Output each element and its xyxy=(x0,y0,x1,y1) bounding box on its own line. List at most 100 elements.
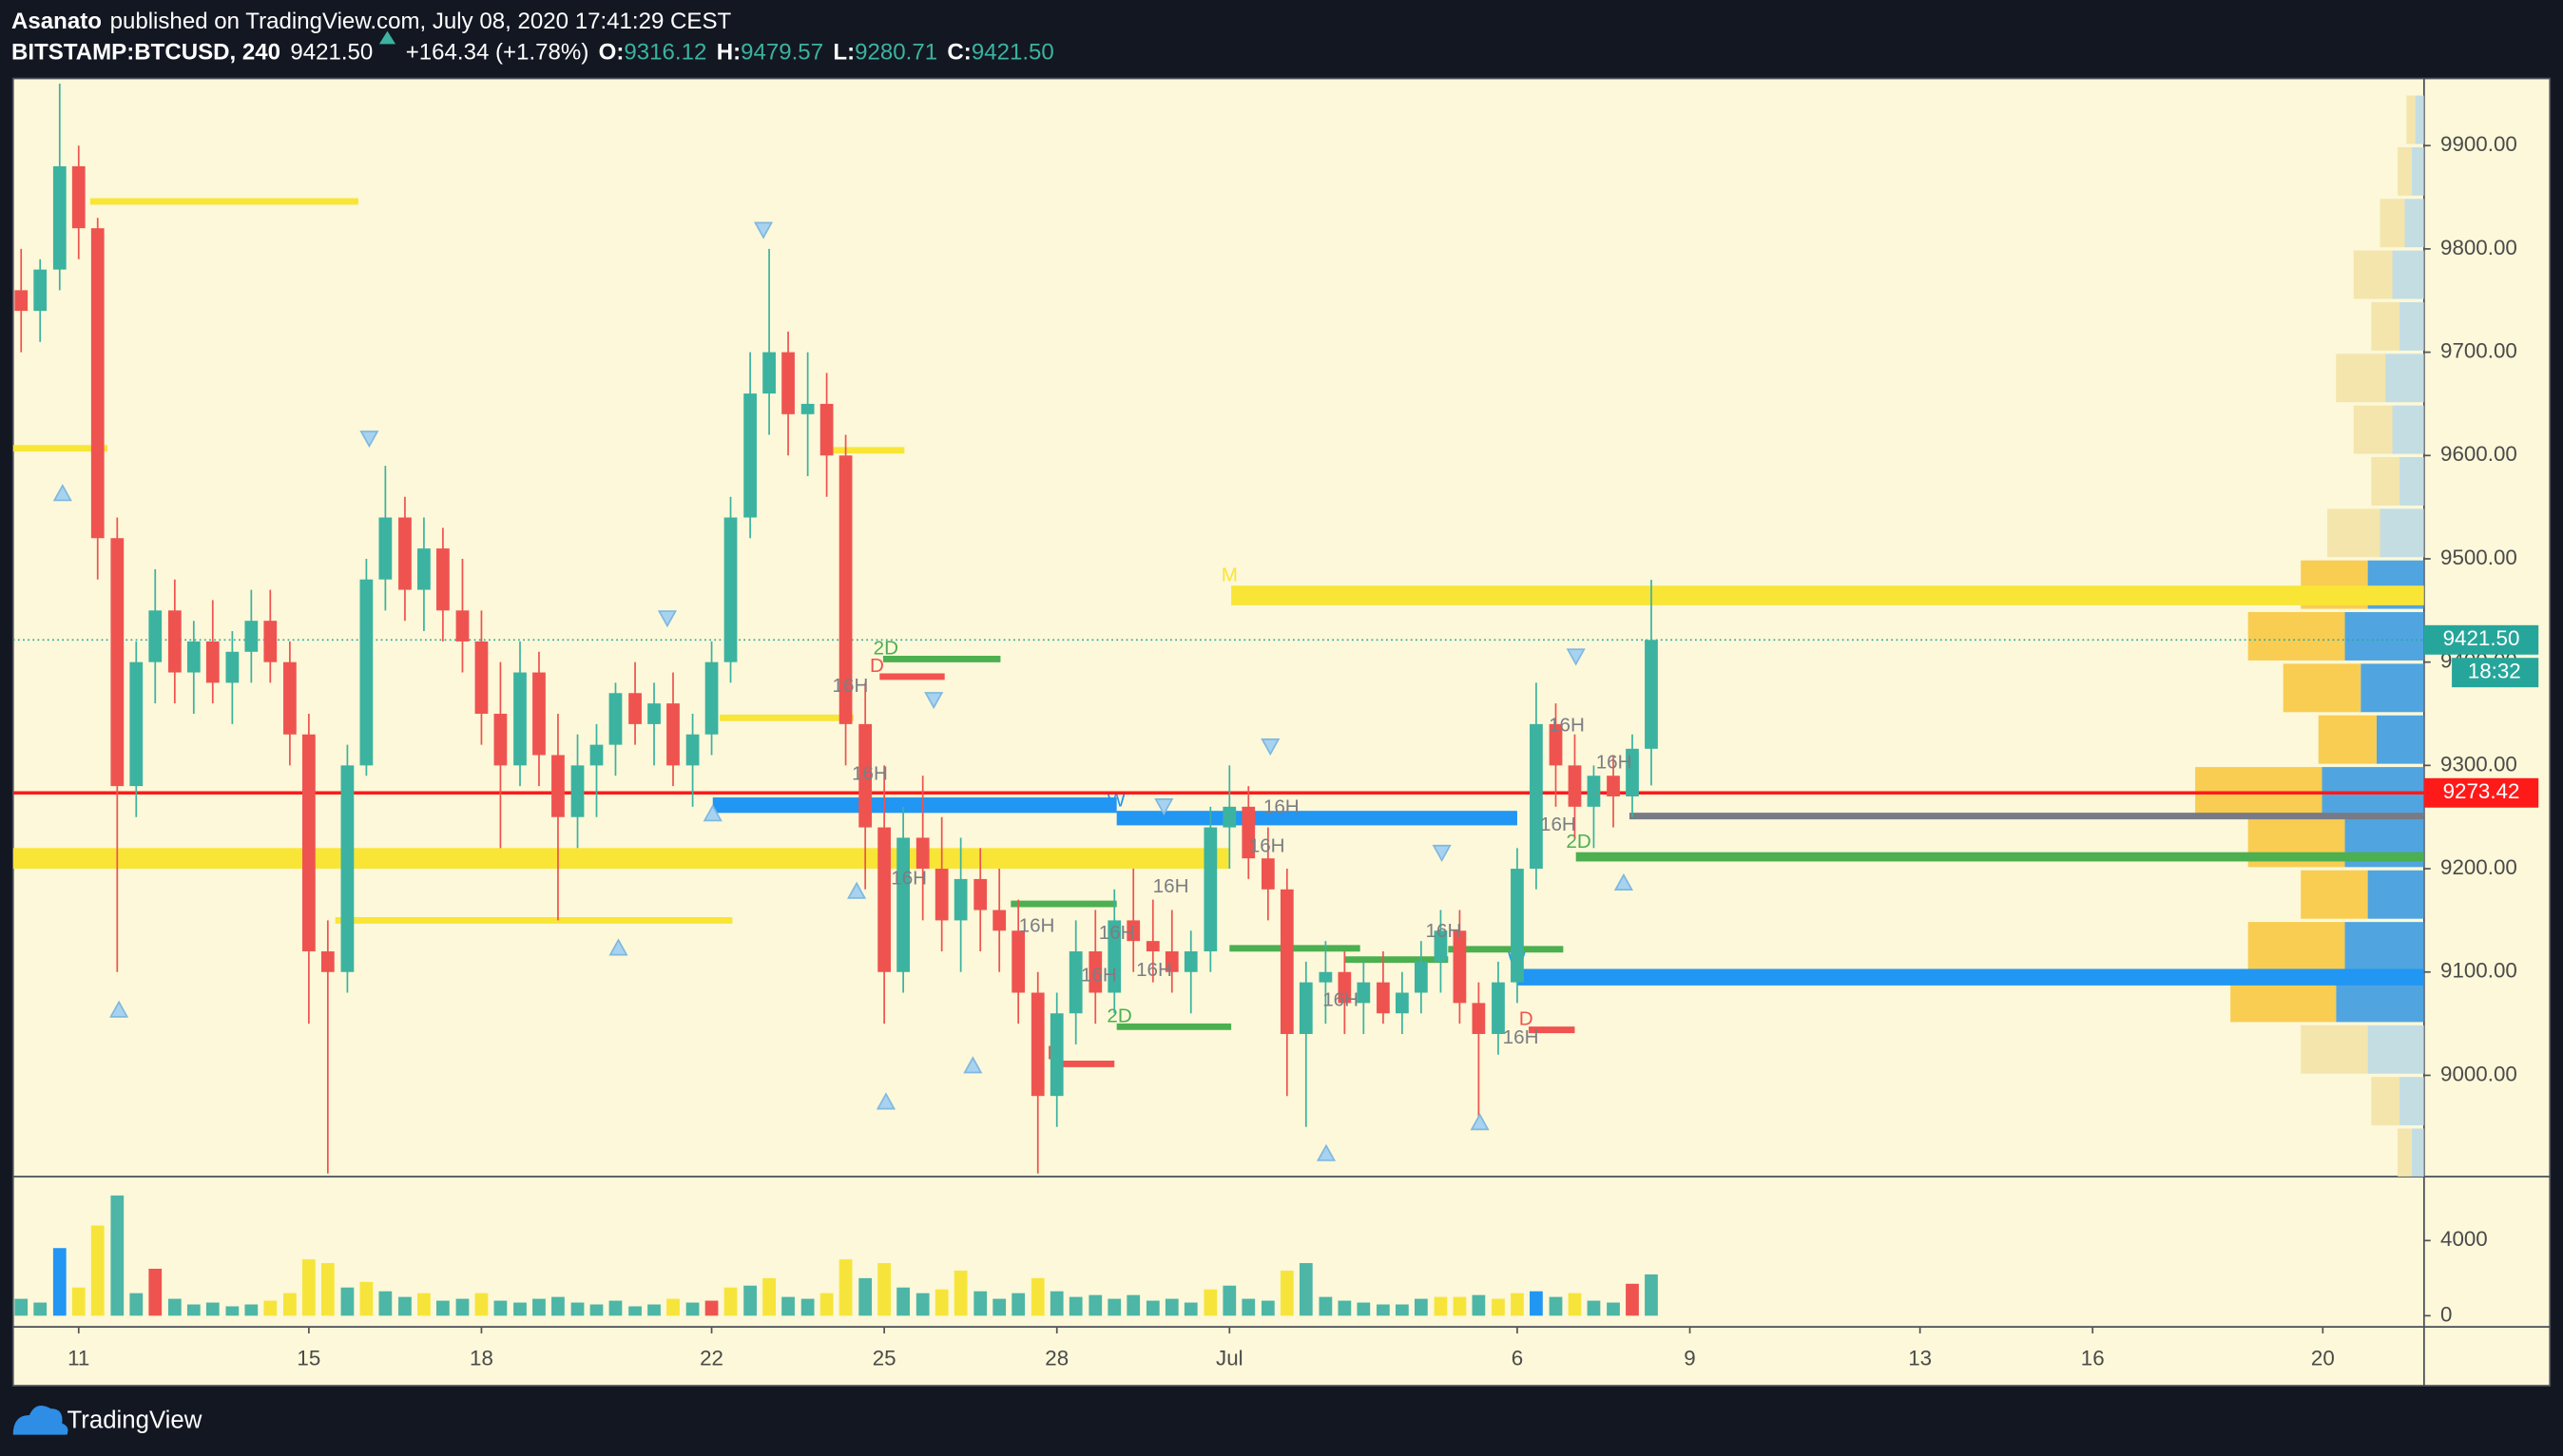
level-label: 2D xyxy=(874,638,898,660)
profile-up xyxy=(2398,146,2412,196)
candle-body xyxy=(378,517,393,580)
plot: MWW2D2D2DDDD16H16H16H16H16H16H16H16H16H1… xyxy=(12,83,2539,1370)
volume-bar xyxy=(992,1298,1007,1316)
candle-body xyxy=(1568,765,1582,807)
profile-down xyxy=(2380,508,2424,558)
published: published on TradingView.com, July 08, 2… xyxy=(110,9,732,34)
symbol-line: BITSTAMP:BTCUSD, 240 9421.50 +164.34 (+1.7… xyxy=(11,40,1054,66)
volume-bar xyxy=(1261,1300,1275,1316)
annotation: 16H xyxy=(891,867,927,889)
x-tick-label: 22 xyxy=(700,1346,723,1370)
volume-bar xyxy=(1549,1296,1563,1316)
profile-up xyxy=(2380,199,2405,248)
candle-body xyxy=(263,621,278,662)
candle-body xyxy=(1031,992,1045,1097)
candle-body xyxy=(838,455,853,724)
symbol: BITSTAMP:BTCUSD, 240 xyxy=(11,40,280,66)
volume-bar xyxy=(52,1248,67,1316)
candle-body xyxy=(1127,920,1141,942)
volume-bar xyxy=(647,1304,661,1316)
volume-bar xyxy=(1089,1294,1103,1316)
volume-bar xyxy=(417,1293,431,1316)
candle-body xyxy=(1607,776,1620,796)
candle-body xyxy=(513,672,527,766)
volume-bar xyxy=(493,1300,508,1316)
level-zone xyxy=(12,848,1230,870)
volume-bar xyxy=(283,1293,297,1316)
candle-body xyxy=(1050,1013,1064,1097)
pivot-marker xyxy=(1613,872,1633,891)
volume-bar xyxy=(1377,1304,1390,1316)
candle-body xyxy=(935,869,949,921)
x-tick-label: 25 xyxy=(873,1346,896,1370)
candle-body xyxy=(1089,951,1103,993)
candle-body xyxy=(723,517,738,662)
y-tick-label: 9600.00 xyxy=(2440,442,2517,466)
candle-body xyxy=(570,765,585,817)
candle-body xyxy=(896,837,910,972)
candle-body xyxy=(14,290,29,312)
candle-body xyxy=(992,910,1007,931)
volume-bar xyxy=(1184,1302,1198,1316)
profile-up xyxy=(2283,663,2361,713)
pivot-marker xyxy=(1154,798,1174,816)
x-tick-label: Jul xyxy=(1216,1346,1243,1370)
candle-body xyxy=(1069,951,1083,1014)
volume-bar xyxy=(1530,1291,1543,1316)
profile-down xyxy=(2399,301,2424,351)
volume-bar xyxy=(359,1281,374,1316)
candle-body xyxy=(455,610,470,642)
candle-body xyxy=(1434,930,1448,962)
candle-body xyxy=(800,403,815,414)
candle-body xyxy=(608,693,623,745)
volume-bar xyxy=(973,1291,988,1316)
candle-body xyxy=(1396,992,1409,1014)
candle-body xyxy=(90,228,105,539)
candle-body xyxy=(244,621,259,652)
pivot-marker xyxy=(963,1056,983,1074)
x-tick-label: 6 xyxy=(1512,1346,1523,1370)
pivot-marker xyxy=(876,1092,896,1110)
volume-bar xyxy=(1626,1283,1639,1316)
x-tick-label: 13 xyxy=(1908,1346,1932,1370)
volume-bar xyxy=(205,1302,220,1316)
volume-bar xyxy=(628,1306,642,1316)
candle-body xyxy=(33,269,48,312)
candle-body xyxy=(1338,971,1352,1004)
profile-up xyxy=(2247,922,2345,971)
annotation: 16H xyxy=(1153,875,1189,897)
y-tick-label: 9100.00 xyxy=(2440,959,2517,983)
annotation: 16H xyxy=(1426,920,1462,942)
publish-line: Asanato published on TradingView.com, Jul… xyxy=(11,9,732,34)
candle-body xyxy=(1453,930,1467,1004)
candle-body xyxy=(589,744,604,766)
volume-bar xyxy=(1492,1298,1505,1316)
pivot-marker xyxy=(1432,844,1452,863)
candle-body xyxy=(762,352,776,394)
annotation: 16H xyxy=(1136,959,1172,981)
volume-bar xyxy=(513,1302,527,1316)
y-tick-label: 4000 xyxy=(2440,1227,2488,1251)
volume-bar xyxy=(1434,1296,1448,1316)
volume-bar xyxy=(1396,1304,1409,1316)
level-label: 2D xyxy=(1566,831,1590,853)
volume-bar xyxy=(378,1291,393,1316)
change: +164.34 (+1.78%) xyxy=(406,40,589,66)
candle-body xyxy=(129,661,144,787)
annotation: 16H xyxy=(833,675,869,697)
level-zone xyxy=(712,797,1117,814)
volume-bar xyxy=(398,1296,412,1316)
volume-bar xyxy=(723,1287,738,1316)
pivot-marker xyxy=(608,938,628,956)
volume-bar xyxy=(71,1287,86,1316)
level-zone xyxy=(1575,852,2424,862)
x-tick-label: 15 xyxy=(297,1346,320,1370)
volume-bar xyxy=(455,1298,470,1316)
y-tick-label: 9500.00 xyxy=(2440,546,2517,569)
annotation: 16H xyxy=(1322,989,1359,1011)
candle-body xyxy=(283,661,297,735)
volume-bar xyxy=(1414,1298,1428,1316)
level-zone xyxy=(1231,585,2424,605)
annotation: 16H xyxy=(1019,914,1055,936)
